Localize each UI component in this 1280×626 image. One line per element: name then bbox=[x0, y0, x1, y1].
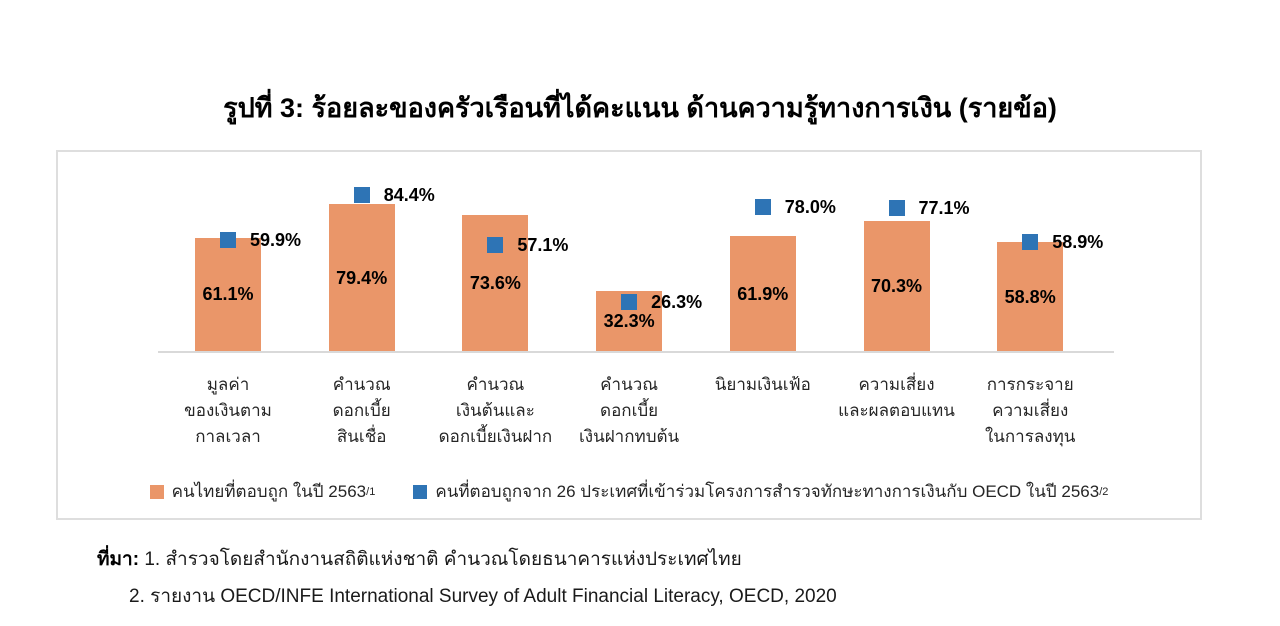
oecd-marker-square-icon bbox=[1022, 234, 1039, 251]
x-axis-line bbox=[158, 351, 1114, 353]
bar bbox=[328, 204, 395, 351]
legend-label: คนไทยที่ตอบถูก ในปี 2563 bbox=[171, 482, 367, 501]
oecd-marker-square-icon bbox=[888, 200, 905, 217]
plot-area: 61.1% 59.9% มูลค่า ของเงินตาม กาลเวลา 79.4% 84… bbox=[58, 152, 1200, 518]
chart-title: รูปที่ 3: ร้อยละของครัวเรือนที่ได้คะแนน … bbox=[223, 93, 1057, 123]
category-label: คำนวณ เงินต้นและ ดอกเบี้ยเงินฝาก bbox=[438, 375, 553, 446]
bar bbox=[997, 242, 1064, 351]
marker-value-label: 58.9% bbox=[1052, 232, 1104, 253]
bar-value-label: 73.6% bbox=[469, 272, 521, 293]
oecd-marker-square-icon bbox=[754, 198, 771, 215]
oecd-marker-square-icon bbox=[220, 232, 236, 249]
chart-frame: 61.1% 59.9% มูลค่า ของเงินตาม กาลเวลา 79.4% 84… bbox=[56, 150, 1202, 520]
source-line-1-text: 1. สำรวจโดยสำนักงานสถิติแห่งชาติ คำนวณโด… bbox=[144, 549, 742, 570]
marker-value-label: 57.1% bbox=[517, 235, 569, 256]
bar-value-label: 70.3% bbox=[870, 275, 923, 296]
oecd-marker-square-icon bbox=[487, 237, 504, 254]
bar-value-label: 79.4% bbox=[336, 267, 388, 288]
marker-value-label: 26.3% bbox=[651, 292, 703, 313]
source-line-2: 2. รายงาน OECD/INFE International Survey… bbox=[129, 586, 837, 607]
bar-value-label: 58.8% bbox=[1004, 286, 1056, 307]
marker-value-label: 77.1% bbox=[918, 198, 970, 219]
category-label: นิยามเงินเฟ้อ bbox=[714, 375, 811, 394]
source-note: ที่มา: 1. สำรวจโดยสำนักงานสถิติแห่งชาติ … bbox=[97, 541, 837, 615]
category-label: มูลค่า ของเงินตาม กาลเวลา bbox=[184, 375, 272, 446]
marker-value-label: 84.4% bbox=[383, 184, 435, 205]
marker-value-label: 78.0% bbox=[784, 196, 836, 217]
oecd-marker-square-icon bbox=[621, 294, 638, 311]
category-label: การกระจาย ความเสี่ยง ในการลงทุน bbox=[984, 375, 1076, 446]
chart-legend: คนไทยที่ตอบถูก ในปี 2563/1 คนที่ตอบถูกจา… bbox=[58, 478, 1200, 505]
legend-item-thai: คนไทยที่ตอบถูก ในปี 2563/1 bbox=[149, 478, 375, 505]
category-label: คำนวณ ดอกเบี้ย เงินฝากทบต้น bbox=[578, 375, 680, 446]
bar bbox=[195, 237, 261, 351]
category-label: ความเสี่ยง และผลตอบแทน bbox=[838, 375, 955, 420]
legend-item-oecd: คนที่ตอบถูกจาก 26 ประเทศที่เข้าร่วมโครงก… bbox=[413, 478, 1108, 505]
blue-swatch-icon bbox=[413, 484, 428, 499]
marker-value-label: 59.9% bbox=[250, 230, 302, 251]
category-label: คำนวณ ดอกเบี้ย สินเชื่อ bbox=[332, 375, 391, 446]
bar-value-label: 61.9% bbox=[737, 283, 789, 304]
legend-label: คนที่ตอบถูกจาก 26 ประเทศที่เข้าร่วมโครงก… bbox=[435, 482, 1100, 501]
oecd-marker-square-icon bbox=[353, 186, 370, 203]
bar-value-label: 61.1% bbox=[202, 284, 254, 305]
orange-swatch-icon bbox=[149, 484, 164, 499]
bar bbox=[863, 220, 930, 351]
bar-value-label: 32.3% bbox=[603, 311, 655, 332]
source-line-1: ที่มา: 1. สำรวจโดยสำนักงานสถิติแห่งชาติ … bbox=[97, 541, 837, 578]
bar bbox=[729, 236, 796, 351]
source-prefix: ที่มา: bbox=[97, 549, 140, 570]
